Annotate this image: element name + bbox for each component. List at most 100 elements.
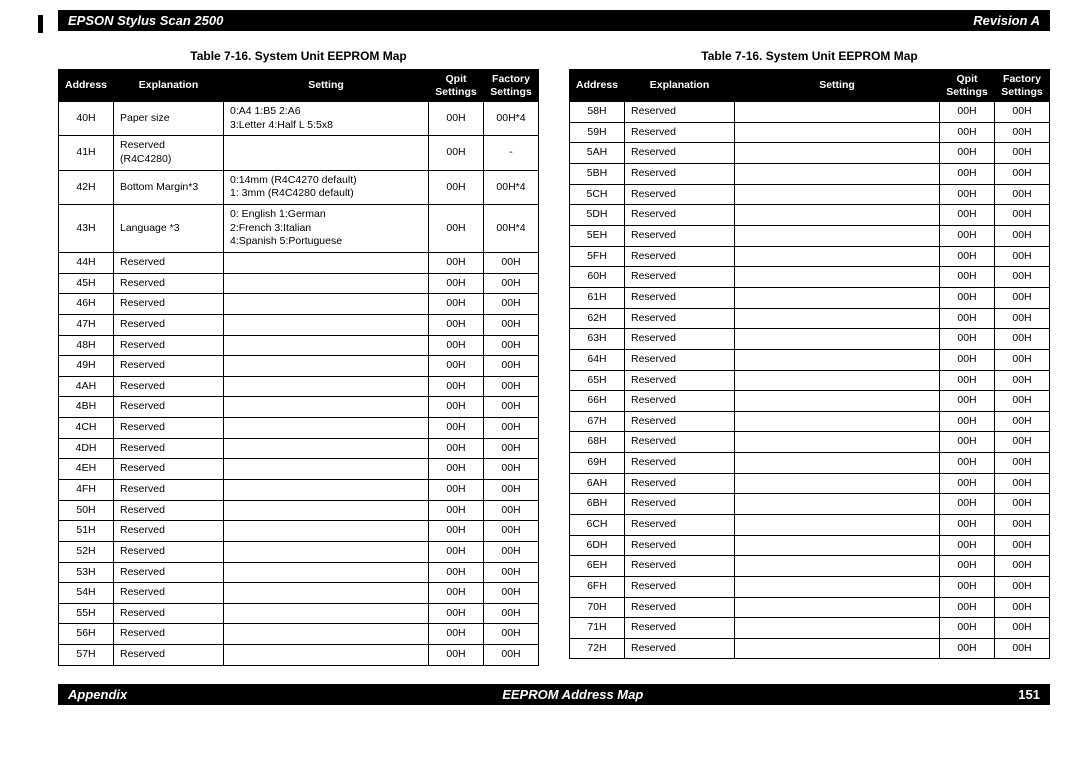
- cell-explanation: Reserved: [625, 515, 735, 536]
- cell-explanation: Paper size: [114, 102, 224, 136]
- table-row: 48HReserved00H00H: [59, 335, 539, 356]
- cell-setting: [224, 603, 429, 624]
- cell-setting: [224, 562, 429, 583]
- table-row: 4CHReserved00H00H: [59, 418, 539, 439]
- cell-qpit: 00H: [429, 459, 484, 480]
- cell-setting: [735, 432, 940, 453]
- cell-address: 71H: [570, 618, 625, 639]
- cell-address: 42H: [59, 170, 114, 204]
- cell-setting: [735, 556, 940, 577]
- cell-address: 52H: [59, 541, 114, 562]
- cell-qpit: 00H: [429, 252, 484, 273]
- cell-qpit: 00H: [429, 273, 484, 294]
- cell-setting: [735, 576, 940, 597]
- footer-right: 151: [1018, 687, 1040, 702]
- page-footer: Appendix EEPROM Address Map 151: [58, 684, 1050, 705]
- col-factory: FactorySettings: [484, 70, 539, 102]
- cell-qpit: 00H: [429, 335, 484, 356]
- table-row: 6CHReserved00H00H: [570, 515, 1050, 536]
- cell-qpit: 00H: [940, 164, 995, 185]
- table-row: 4BHReserved00H00H: [59, 397, 539, 418]
- cell-qpit: 00H: [429, 480, 484, 501]
- cell-explanation: Reserved: [114, 541, 224, 562]
- cell-address: 4EH: [59, 459, 114, 480]
- col-qpit: QpitSettings: [940, 70, 995, 102]
- cell-explanation: Reserved: [625, 349, 735, 370]
- right-table-title: Table 7-16. System Unit EEPROM Map: [569, 49, 1050, 63]
- cell-setting: [735, 411, 940, 432]
- table-row: 54HReserved00H00H: [59, 583, 539, 604]
- cell-address: 5CH: [570, 184, 625, 205]
- cell-factory: 00H: [995, 473, 1050, 494]
- table-row: 4FHReserved00H00H: [59, 480, 539, 501]
- cell-qpit: 00H: [940, 432, 995, 453]
- cell-qpit: 00H: [940, 556, 995, 577]
- cell-setting: [224, 480, 429, 501]
- cell-explanation: Reserved: [625, 308, 735, 329]
- cell-qpit: 00H: [429, 205, 484, 253]
- cell-address: 6DH: [570, 535, 625, 556]
- cell-explanation: Reserved: [625, 453, 735, 474]
- cell-address: 5EH: [570, 226, 625, 247]
- cell-factory: 00H: [484, 376, 539, 397]
- table-row: 6DHReserved00H00H: [570, 535, 1050, 556]
- cell-address: 64H: [570, 349, 625, 370]
- cell-explanation: Reserved: [625, 267, 735, 288]
- cell-address: 68H: [570, 432, 625, 453]
- cell-setting: [224, 583, 429, 604]
- left-table-title: Table 7-16. System Unit EEPROM Map: [58, 49, 539, 63]
- left-table-head: Address Explanation Setting QpitSettings…: [59, 70, 539, 102]
- cell-address: 6EH: [570, 556, 625, 577]
- col-setting: Setting: [735, 70, 940, 102]
- cell-factory: 00H: [995, 143, 1050, 164]
- cell-setting: [224, 500, 429, 521]
- cell-explanation: Reserved: [625, 576, 735, 597]
- cell-address: 59H: [570, 122, 625, 143]
- table-row: 45HReserved00H00H: [59, 273, 539, 294]
- cell-qpit: 00H: [429, 603, 484, 624]
- cell-setting: [735, 205, 940, 226]
- cell-factory: 00H: [995, 102, 1050, 123]
- table-row: 42HBottom Margin*30:14mm (R4C4270 defaul…: [59, 170, 539, 204]
- cell-setting: [735, 143, 940, 164]
- right-column: Table 7-16. System Unit EEPROM Map Addre…: [569, 49, 1050, 666]
- table-row: 6AHReserved00H00H: [570, 473, 1050, 494]
- cell-factory: 00H*4: [484, 170, 539, 204]
- cell-setting: [224, 521, 429, 542]
- left-table: Address Explanation Setting QpitSettings…: [58, 69, 539, 666]
- cell-explanation: Reserved: [114, 438, 224, 459]
- cell-factory: 00H: [484, 583, 539, 604]
- col-explanation: Explanation: [625, 70, 735, 102]
- cell-explanation: Reserved: [114, 583, 224, 604]
- table-row: 4DHReserved00H00H: [59, 438, 539, 459]
- table-row: 55HReserved00H00H: [59, 603, 539, 624]
- cell-qpit: 00H: [940, 638, 995, 659]
- cell-setting: [735, 122, 940, 143]
- cell-qpit: 00H: [940, 226, 995, 247]
- table-row: 53HReserved00H00H: [59, 562, 539, 583]
- cell-setting: [735, 308, 940, 329]
- cell-qpit: 00H: [429, 136, 484, 170]
- cell-address: 46H: [59, 294, 114, 315]
- cell-factory: 00H: [995, 597, 1050, 618]
- table-row: 70HReserved00H00H: [570, 597, 1050, 618]
- cell-explanation: Reserved: [114, 314, 224, 335]
- col-setting: Setting: [224, 70, 429, 102]
- cell-qpit: 00H: [429, 170, 484, 204]
- cell-qpit: 00H: [429, 397, 484, 418]
- cell-address: 60H: [570, 267, 625, 288]
- cell-address: 56H: [59, 624, 114, 645]
- right-table: Address Explanation Setting QpitSettings…: [569, 69, 1050, 659]
- cell-explanation: Reserved: [114, 335, 224, 356]
- cell-explanation: Reserved: [625, 618, 735, 639]
- table-row: 47HReserved00H00H: [59, 314, 539, 335]
- col-factory: FactorySettings: [995, 70, 1050, 102]
- cell-address: 66H: [570, 391, 625, 412]
- cell-setting: 0:A4 1:B5 2:A63:Letter 4:Half L 5:5x8: [224, 102, 429, 136]
- cell-qpit: 00H: [940, 473, 995, 494]
- cell-explanation: Reserved: [114, 562, 224, 583]
- cell-setting: [735, 515, 940, 536]
- cell-address: 58H: [570, 102, 625, 123]
- cell-qpit: 00H: [429, 521, 484, 542]
- cell-factory: 00H: [484, 645, 539, 666]
